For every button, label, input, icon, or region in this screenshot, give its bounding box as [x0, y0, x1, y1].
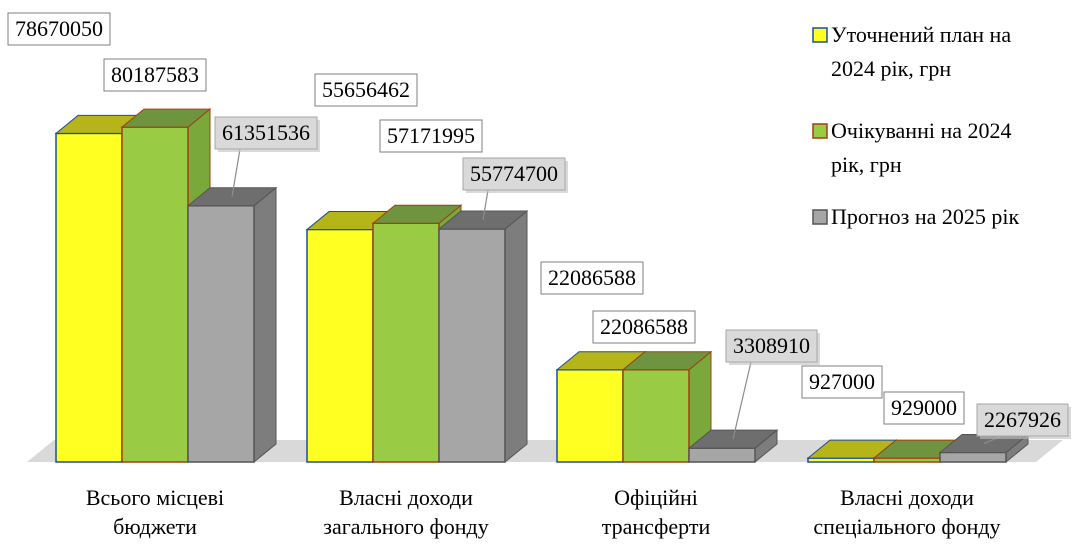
data-label-text: 929000 — [891, 395, 957, 420]
chart-floor — [27, 440, 1063, 462]
data-label-text: 57171995 — [387, 123, 475, 148]
data-label-text: 61351536 — [222, 120, 310, 145]
bar-3-2 — [437, 210, 529, 464]
data-label-3-4: 2267926 — [976, 403, 1071, 445]
bar-front — [873, 457, 941, 463]
data-label-3-3: 3308910 — [725, 329, 820, 440]
bar-front — [121, 126, 189, 463]
category-label-line: трансферти — [602, 514, 711, 539]
data-label-2-2: 57171995 — [379, 119, 483, 153]
bar-side — [253, 186, 277, 464]
data-label-1-4: 927000 — [801, 365, 883, 399]
bar-front — [306, 228, 374, 463]
category-label-line: бюджети — [113, 514, 197, 539]
bar-front — [807, 457, 875, 463]
legend-label: Уточнений план на — [831, 22, 1011, 47]
bar-top — [621, 351, 713, 371]
data-label-text: 22086588 — [600, 314, 688, 339]
bar-front — [438, 228, 506, 463]
category-labels-group: Всього місцеві бюджети Власні доходи загаль… — [86, 485, 1001, 539]
legend-item-1: Уточнений план на 2024 рік, грн — [812, 22, 1011, 81]
data-label-3-1: 61351536 — [214, 116, 320, 197]
bars-group — [54, 108, 1030, 464]
bar-front — [187, 205, 255, 463]
bar-front — [688, 447, 756, 463]
legend-swatch — [812, 123, 828, 139]
bar-front — [622, 369, 690, 463]
legend-item-3: Прогноз на 2025 рік — [812, 204, 1020, 229]
legend-swatch — [812, 27, 828, 43]
bar-top — [371, 204, 463, 224]
category-label-1: Всього місцеві бюджети — [86, 485, 224, 539]
legend-item-2: Очікуванні на 2024 рік, грн — [812, 118, 1012, 177]
legend-label: рік, грн — [831, 152, 902, 177]
legend-label: 2024 рік, грн — [831, 56, 951, 81]
data-label-1-2: 55656462 — [314, 73, 418, 107]
category-label-line: Власні доходи — [339, 485, 473, 510]
category-label-line: Офіційні — [614, 485, 698, 510]
category-label-line: загального фонду — [323, 514, 488, 539]
data-label-2-1: 80187583 — [103, 58, 207, 92]
category-label-line: Власні доходи — [840, 485, 974, 510]
data-label-3-2: 55774700 — [462, 157, 568, 221]
bar-side — [504, 210, 528, 464]
data-label-text: 55774700 — [470, 161, 558, 186]
bar-front — [55, 132, 123, 463]
data-label-1-1: 78670050 — [7, 12, 111, 46]
data-label-text: 927000 — [809, 369, 875, 394]
data-label-text: 22086588 — [548, 265, 636, 290]
data-label-1-3: 22086588 — [540, 261, 644, 295]
data-label-text: 3308910 — [733, 333, 810, 358]
legend-label: Очікуванні на 2024 — [831, 118, 1012, 143]
category-label-2: Власні доходи загального фонду — [323, 485, 488, 539]
category-label-4: Власні доходи спеціального фонду — [813, 485, 1000, 539]
category-label-line: спеціального фонду — [813, 514, 1000, 539]
legend-swatch — [812, 209, 828, 225]
bar-2-3 — [621, 350, 713, 464]
bar-top — [120, 108, 212, 128]
data-label-text: 55656462 — [322, 77, 410, 102]
bar-front — [939, 451, 1007, 463]
data-label-text: 78670050 — [15, 16, 103, 41]
bar-front — [556, 369, 624, 463]
data-label-text: 80187583 — [111, 62, 199, 87]
data-labels-group: 78670050 80187583 61351536 55656462 57171995… — [7, 12, 1071, 445]
data-label-2-3: 22086588 — [592, 310, 696, 344]
category-label-3: Офіційні трансферти — [602, 485, 711, 539]
legend: Уточнений план на 2024 рік, грн Очікуванні… — [812, 22, 1020, 229]
legend-label: Прогноз на 2025 рік — [831, 204, 1020, 229]
bar-front — [372, 222, 440, 463]
data-label-text: 2267926 — [984, 407, 1061, 432]
category-label-line: Всього місцеві — [86, 485, 224, 510]
bar-3-1 — [186, 186, 278, 464]
data-label-2-4: 929000 — [883, 391, 965, 425]
